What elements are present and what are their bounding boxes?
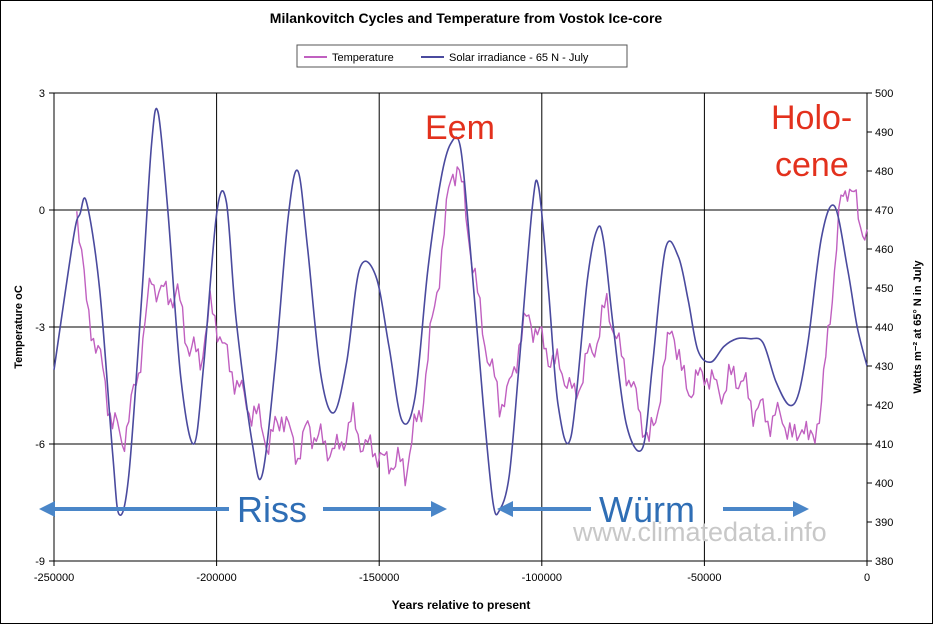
legend: Temperature Solar irradiance - 65 N - Ju… — [296, 44, 628, 68]
y-tick-label-left: -6 — [35, 439, 45, 451]
y-tick-label-right: 470 — [875, 205, 893, 217]
y-tick-label-right: 460 — [875, 244, 893, 256]
riss-arrowhead-right — [431, 501, 447, 517]
annotation-holocene-line2: cene — [775, 146, 849, 184]
wurm-arrowhead-right — [793, 501, 809, 517]
riss-arrowhead-left — [39, 501, 55, 517]
y-tick-label-right: 390 — [875, 517, 893, 529]
wurm-arrowhead-left — [497, 501, 513, 517]
riss-label: Riss — [237, 489, 307, 530]
x-tick-label: -250000 — [34, 572, 74, 584]
y-tick-label-right: 400 — [875, 478, 893, 490]
y-axis-label-left: Temperature oC — [13, 285, 25, 369]
x-tick-label: -50000 — [687, 572, 721, 584]
y-tick-label-right: 410 — [875, 439, 893, 451]
x-tick-label: 0 — [864, 572, 870, 584]
y-tick-label-right: 450 — [875, 283, 893, 295]
x-axis-label: Years relative to present — [392, 598, 531, 612]
y-tick-label-right: 480 — [875, 166, 893, 178]
x-tick-label: -100000 — [522, 572, 562, 584]
series-solar-line — [53, 107, 868, 516]
chart-title: Milankovitch Cycles and Temperature from… — [270, 10, 663, 26]
x-tick-label: -200000 — [196, 572, 236, 584]
wurm-period: Würm — [497, 489, 809, 530]
y-tick-label-left: 3 — [39, 88, 45, 100]
legend-box — [296, 44, 628, 68]
annotation-eem: Eem — [425, 109, 495, 147]
y-tick-label-left: 0 — [39, 205, 45, 217]
y-tick-label-right: 440 — [875, 322, 893, 334]
y-tick-label-right: 500 — [875, 88, 893, 100]
axes: -250000 -200000 -150000 -100000 -50000 0 3 0 -3 -… — [34, 88, 894, 584]
y-tick-label-left: -3 — [35, 322, 45, 334]
annotation-holocene-line1: Holo- — [771, 99, 852, 137]
legend-label-solar: Solar irradiance - 65 N - July — [449, 52, 589, 64]
watermark: www.climatedata.info — [572, 517, 827, 547]
riss-period: Riss — [39, 489, 447, 530]
series-layer — [53, 107, 868, 516]
x-tick-label: -150000 — [359, 572, 399, 584]
legend-label-temperature: Temperature — [332, 52, 394, 64]
wurm-label: Würm — [599, 489, 695, 530]
y-tick-label-right: 490 — [875, 127, 893, 139]
y-tick-label-right: 380 — [875, 556, 893, 568]
y-tick-label-right: 420 — [875, 400, 893, 412]
y-tick-label-right: 430 — [875, 361, 893, 373]
y-axis-label-right: Watts m⁻² at 65° N in July — [912, 259, 924, 393]
y-tick-label-left: -9 — [35, 556, 45, 568]
